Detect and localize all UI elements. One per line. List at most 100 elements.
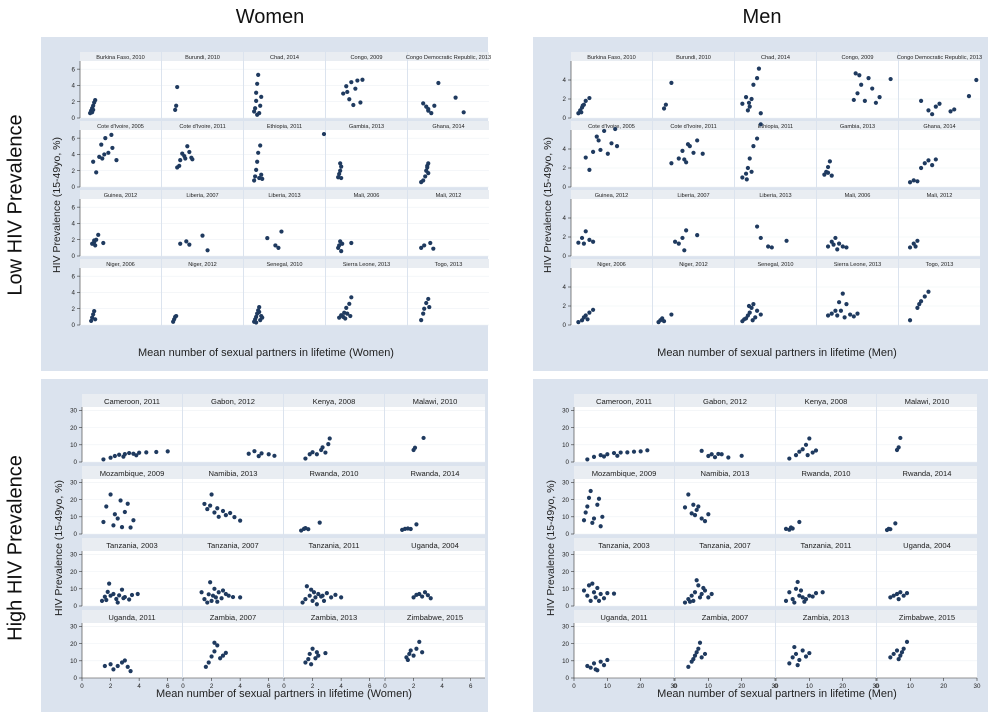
y-tick-label: 2 xyxy=(72,99,76,106)
data-point xyxy=(747,310,752,315)
data-point xyxy=(114,158,119,163)
panel-title: Zambia, 2013 xyxy=(311,613,357,622)
y-tick-label: 0 xyxy=(74,603,78,610)
y-tick-label: 2 xyxy=(72,168,76,175)
plot-area xyxy=(80,199,161,256)
panel-title-bar xyxy=(183,466,283,479)
data-point xyxy=(276,245,281,250)
panel-title: Niger, 2006 xyxy=(106,262,135,268)
data-point xyxy=(106,150,111,155)
data-point xyxy=(92,309,97,314)
data-point xyxy=(891,651,896,657)
data-point xyxy=(792,644,797,650)
data-point xyxy=(862,98,867,103)
data-point xyxy=(431,246,436,251)
panel-title: Gabon, 2012 xyxy=(211,397,255,406)
data-point xyxy=(212,510,217,515)
panel-title: Gambia, 2013 xyxy=(840,124,875,130)
data-point xyxy=(453,95,458,100)
data-point xyxy=(122,658,127,663)
data-point xyxy=(258,103,263,108)
y-axis-title: HIV Prevalence (15-49yo, %) xyxy=(51,137,63,273)
data-point xyxy=(202,597,207,602)
data-point xyxy=(583,155,588,160)
data-point xyxy=(104,504,109,509)
data-point xyxy=(256,454,261,459)
data-point xyxy=(933,157,938,162)
data-point xyxy=(219,596,224,601)
y-tick-label: 30 xyxy=(562,552,569,559)
data-point xyxy=(800,595,805,600)
data-point xyxy=(115,516,120,521)
data-point xyxy=(753,315,758,320)
y-tick-label: 0 xyxy=(72,322,76,329)
data-point xyxy=(686,664,691,669)
data-point xyxy=(326,442,331,447)
data-point xyxy=(358,100,363,105)
panel-title-bar xyxy=(80,259,161,268)
data-point xyxy=(917,302,922,307)
data-point xyxy=(952,107,957,112)
data-point xyxy=(611,591,617,596)
data-point xyxy=(894,591,900,597)
data-point xyxy=(205,248,210,253)
data-point xyxy=(926,289,931,294)
data-point xyxy=(327,436,332,441)
y-tick-label: 4 xyxy=(72,290,76,297)
data-point xyxy=(893,521,898,526)
data-point xyxy=(888,595,893,600)
plot-area xyxy=(776,623,876,678)
data-point xyxy=(638,449,643,454)
x-tick-label: 30 xyxy=(671,683,678,690)
plot-area xyxy=(574,479,674,534)
plot-area xyxy=(877,407,977,462)
data-point xyxy=(220,653,226,658)
y-tick-label: 20 xyxy=(70,497,77,504)
data-point xyxy=(426,108,431,113)
data-point xyxy=(792,600,797,605)
plot-area xyxy=(408,130,489,187)
data-point xyxy=(896,597,901,602)
data-point xyxy=(692,512,698,518)
data-point xyxy=(256,150,261,155)
data-point xyxy=(91,159,96,164)
data-point xyxy=(937,101,942,106)
data-point xyxy=(896,656,901,662)
data-point xyxy=(321,131,327,137)
data-point xyxy=(591,590,597,595)
panel-title: Burkina Faso, 2010 xyxy=(587,55,636,61)
y-tick-label: 4 xyxy=(72,152,76,159)
panel-title-bar xyxy=(385,466,485,479)
panel-title-bar xyxy=(571,259,652,268)
data-point xyxy=(220,508,226,514)
data-point xyxy=(223,650,228,656)
data-point xyxy=(252,109,257,114)
panel-title-bar xyxy=(574,610,674,623)
panel-title-bar xyxy=(675,610,775,623)
data-point xyxy=(212,640,217,645)
plot-area xyxy=(899,61,980,118)
panel-title: Congo, 2009 xyxy=(841,55,873,61)
y-tick-label: 2 xyxy=(72,237,76,244)
data-point xyxy=(907,318,913,323)
data-point xyxy=(174,103,179,108)
data-point xyxy=(807,436,812,441)
data-point xyxy=(257,309,262,315)
data-point xyxy=(848,312,853,317)
panel-title-bar xyxy=(675,394,775,407)
x-tick-label: 6 xyxy=(368,683,372,690)
plot-area xyxy=(571,130,652,187)
data-point xyxy=(583,510,588,515)
data-point xyxy=(926,158,931,163)
data-point xyxy=(787,661,792,666)
plot-area xyxy=(675,407,775,462)
x-axis-title: Mean number of sexual partners in lifeti… xyxy=(657,347,897,359)
data-point xyxy=(901,593,906,598)
data-point xyxy=(807,650,812,656)
data-point xyxy=(825,170,831,175)
plot-area xyxy=(284,479,384,534)
data-point xyxy=(407,651,412,657)
panel-title-bar xyxy=(574,466,674,479)
panel-title: Zambia, 2013 xyxy=(803,613,849,622)
data-point xyxy=(323,450,328,455)
